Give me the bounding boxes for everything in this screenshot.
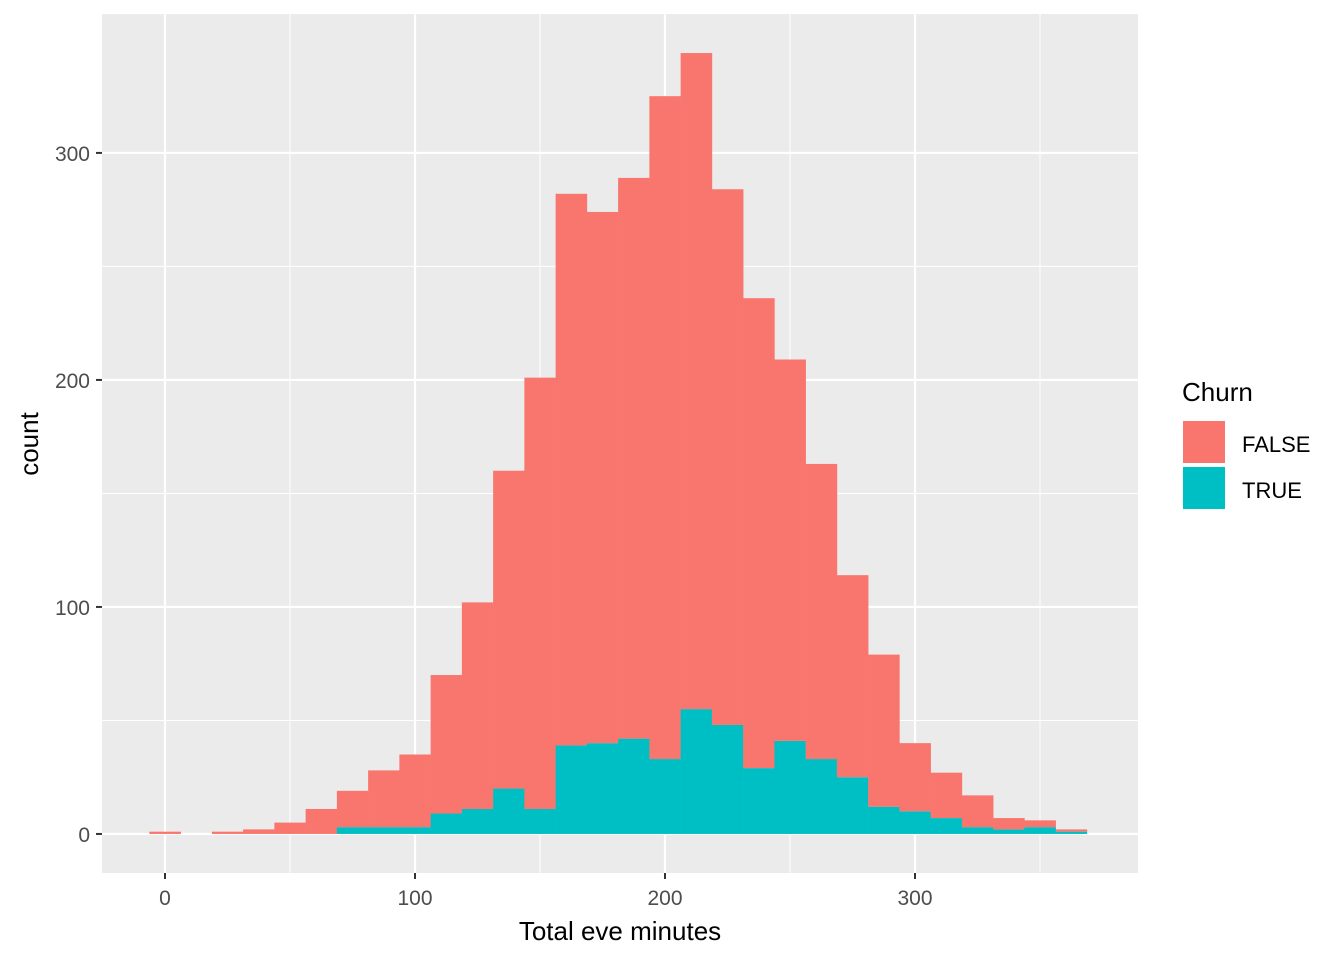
bar-false (868, 654, 900, 807)
bar-false (493, 470, 525, 789)
bar-false (993, 818, 1025, 830)
bar-true (555, 745, 588, 834)
bar-false (1024, 820, 1056, 828)
bar-false (618, 177, 650, 739)
bar-true (1055, 831, 1088, 834)
bar-false (774, 359, 806, 741)
x-tick-label: 300 (897, 887, 932, 910)
bar-true (618, 738, 650, 834)
bar-false (555, 193, 588, 746)
bar-false (305, 808, 338, 834)
y-tick-label: 200 (55, 370, 90, 393)
bar-false (586, 211, 619, 744)
bar-true (336, 827, 369, 834)
bar-true (805, 759, 838, 834)
bar-false (805, 463, 838, 760)
bar-false (836, 575, 869, 778)
bar-true (461, 808, 494, 834)
x-tick-label: 100 (397, 887, 432, 910)
bar-true (774, 740, 806, 834)
bar-true (586, 743, 619, 834)
legend-label-false: FALSE (1242, 432, 1310, 457)
bar-false (743, 298, 775, 769)
bar-false (430, 675, 463, 814)
bar-false (961, 795, 994, 828)
bar-false (680, 53, 713, 710)
legend-title: Churn (1182, 377, 1253, 407)
bar-true (993, 829, 1025, 834)
legend-key-false (1181, 419, 1227, 465)
bar-true (743, 768, 775, 834)
bar-false (368, 770, 400, 828)
bar-false (524, 377, 556, 809)
bar-true (368, 827, 400, 834)
bar-true (930, 818, 963, 834)
bar-true (1024, 827, 1056, 834)
bar-true (493, 788, 525, 834)
bar-true (899, 811, 931, 834)
bar-true (961, 827, 994, 834)
y-tick-label: 300 (55, 143, 90, 166)
legend: Churn FALSE TRUE (1181, 377, 1310, 511)
bar-false (899, 743, 931, 812)
bar-false (399, 754, 431, 828)
bar-false (461, 602, 494, 809)
bar-false (930, 772, 963, 819)
bar-false (211, 831, 244, 834)
bar-true (430, 813, 463, 834)
bar-false (149, 831, 181, 834)
y-axis-label: count (14, 411, 44, 475)
legend-key-true (1181, 465, 1227, 511)
bar-true (711, 724, 744, 834)
x-tick-label: 200 (647, 887, 682, 910)
legend-label-true: TRUE (1242, 478, 1302, 503)
axes: 0 100 200 300 0 100 200 300 (55, 143, 933, 910)
bar-false (649, 96, 681, 760)
bar-false (336, 790, 369, 828)
bar-true (649, 759, 681, 834)
bar-false (274, 822, 306, 834)
y-tick-label: 100 (55, 597, 90, 620)
bar-false (243, 829, 275, 834)
y-tick-label: 0 (78, 824, 90, 847)
bar-true (524, 808, 556, 834)
bar-true (836, 777, 869, 834)
bar-false (711, 189, 744, 725)
bars (149, 53, 1088, 834)
bar-true (680, 709, 713, 834)
bar-true (399, 827, 431, 834)
bar-true (868, 806, 900, 834)
x-axis-label: Total eve minutes (519, 916, 721, 946)
x-tick-label: 0 (159, 887, 171, 910)
bar-false (1055, 829, 1088, 832)
